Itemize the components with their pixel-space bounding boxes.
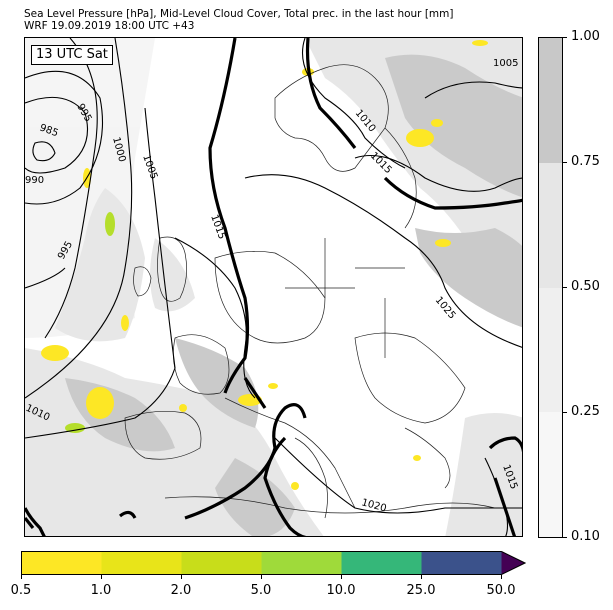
weather-map: 1005 1010 1015 1000 1005 985 995 990 995…	[24, 37, 523, 537]
map-subtitle: WRF 19.09.2019 18:00 UTC +43	[24, 20, 195, 32]
colorbar-tick-label: 10.0	[326, 583, 356, 598]
colorbar-tick	[563, 287, 567, 288]
cloud-color-step	[539, 287, 562, 413]
time-label: 13 UTC Sat	[31, 45, 113, 65]
cloud-cover-layer	[25, 38, 522, 536]
precip-color-step	[101, 551, 182, 575]
map-title: Sea Level Pressure [hPa], Mid-Level Clou…	[24, 8, 454, 20]
colorbar-tick	[261, 575, 262, 579]
colorbar-tick-label: 25.0	[406, 583, 436, 598]
precip-color-step	[261, 551, 342, 575]
isobar-label: 1015	[208, 213, 227, 241]
isobar-label: 1005	[493, 58, 518, 69]
coastlines	[124, 64, 496, 519]
precip-color-step	[421, 551, 502, 575]
isobars	[25, 38, 522, 536]
colorbar-tick-label: 0.25	[571, 404, 600, 419]
precip-colorbar	[21, 551, 527, 575]
isobar-label: 990	[25, 175, 44, 186]
colorbar-tick-label: 0.10	[571, 529, 600, 544]
map-canvas: 1005 1010 1015 1000 1005 985 995 990 995…	[25, 38, 522, 536]
colorbar-tick	[563, 412, 567, 413]
colorbar-tick-label: 1.00	[571, 29, 600, 44]
cloud-color-step	[539, 38, 562, 163]
cloud-cover-colorbar	[538, 37, 563, 538]
precip-color-step	[341, 551, 422, 575]
precip-extend-arrow	[501, 551, 525, 575]
isobar-label: 1015	[368, 150, 394, 176]
colorbar-tick	[421, 575, 422, 579]
cloud-color-step	[539, 162, 562, 288]
colorbar-tick-label: 0.50	[571, 279, 600, 294]
colorbar-tick	[181, 575, 182, 579]
colorbar-tick-label: 1.0	[90, 583, 112, 598]
isobar-label: 1005	[140, 153, 159, 181]
colorbar-tick-label: 50.0	[486, 583, 516, 598]
colorbar-tick	[563, 37, 567, 38]
cloud-color-step	[539, 412, 562, 537]
colorbar-tick	[501, 575, 502, 579]
colorbar-tick	[563, 162, 567, 163]
colorbar-tick-label: 5.0	[250, 583, 272, 598]
isobar-1015-thick	[25, 38, 522, 536]
precip-color-step	[21, 551, 102, 575]
colorbar-tick	[21, 575, 22, 579]
colorbar-tick	[101, 575, 102, 579]
colorbar-tick-label: 0.75	[571, 154, 600, 169]
precip-color-step	[181, 551, 262, 575]
colorbar-tick	[563, 537, 567, 538]
colorbar-tick	[341, 575, 342, 579]
colorbar-tick-label: 2.0	[170, 583, 192, 598]
colorbar-tick-label: 0.5	[10, 583, 32, 598]
isobar-label: 1025	[433, 295, 458, 322]
